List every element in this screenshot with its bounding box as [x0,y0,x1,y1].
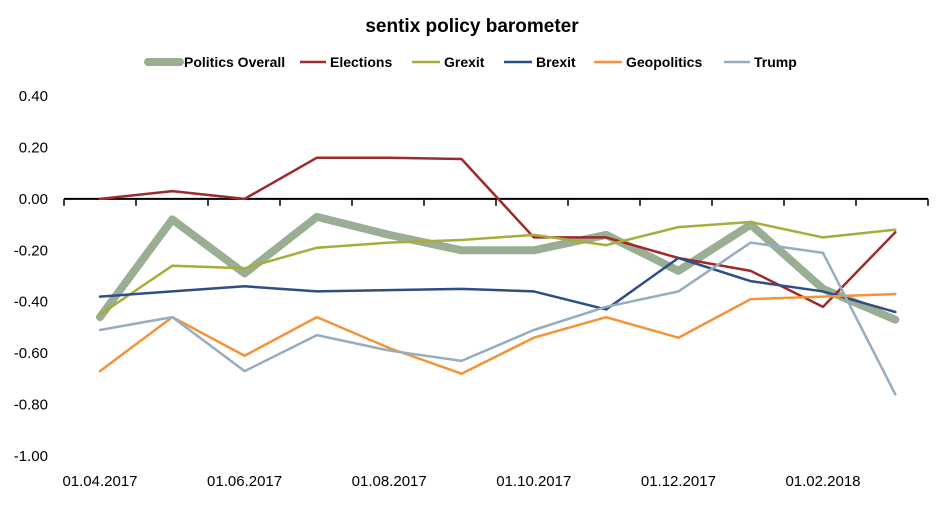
legend-label-elections: Elections [330,54,392,70]
x-tick-label: 01.12.2017 [641,473,716,490]
chart-title: sentix policy barometer [365,16,579,37]
x-tick-label: 01.08.2017 [352,473,427,490]
y-tick-label: 0.00 [19,191,48,208]
y-tick-label: -1.00 [14,448,48,465]
y-tick-label: -0.80 [14,397,48,414]
x-axis: 01.04.2017 01.06.2017 01.08.2017 01.10.2017… [62,197,929,490]
legend-label-politics-overall: Politics Overall [184,54,285,70]
legend-label-trump: Trump [754,54,797,70]
y-axis: 0.40 0.20 0.00 -0.20 -0.40 -0.60 -0.80 -1.00 [14,88,48,465]
x-tick-label: 01.02.2018 [785,473,860,490]
series-line-trump [98,241,897,396]
series-line-grexit [98,220,897,316]
x-tick-label: 01.04.2017 [62,473,137,490]
series-line-elections [98,156,897,309]
y-tick-label: -0.40 [14,294,48,311]
x-tick-label: 01.06.2017 [207,473,282,490]
y-tick-label: -0.60 [14,345,48,362]
series-line-politics-overall [96,212,900,324]
series-group [96,156,900,396]
series-line-geopolitics [98,292,897,375]
legend-label-grexit: Grexit [444,54,485,70]
x-tick-label: 01.10.2017 [496,473,571,490]
legend: Politics Overall Elections Grexit Brexit Geo… [144,54,797,70]
y-tick-label: 0.20 [19,139,48,156]
series-line-brexit [98,256,897,314]
legend-label-geopolitics: Geopolitics [626,54,702,70]
legend-label-brexit: Brexit [536,54,576,70]
y-tick-label: -0.20 [14,242,48,259]
y-tick-label: 0.40 [19,88,48,105]
